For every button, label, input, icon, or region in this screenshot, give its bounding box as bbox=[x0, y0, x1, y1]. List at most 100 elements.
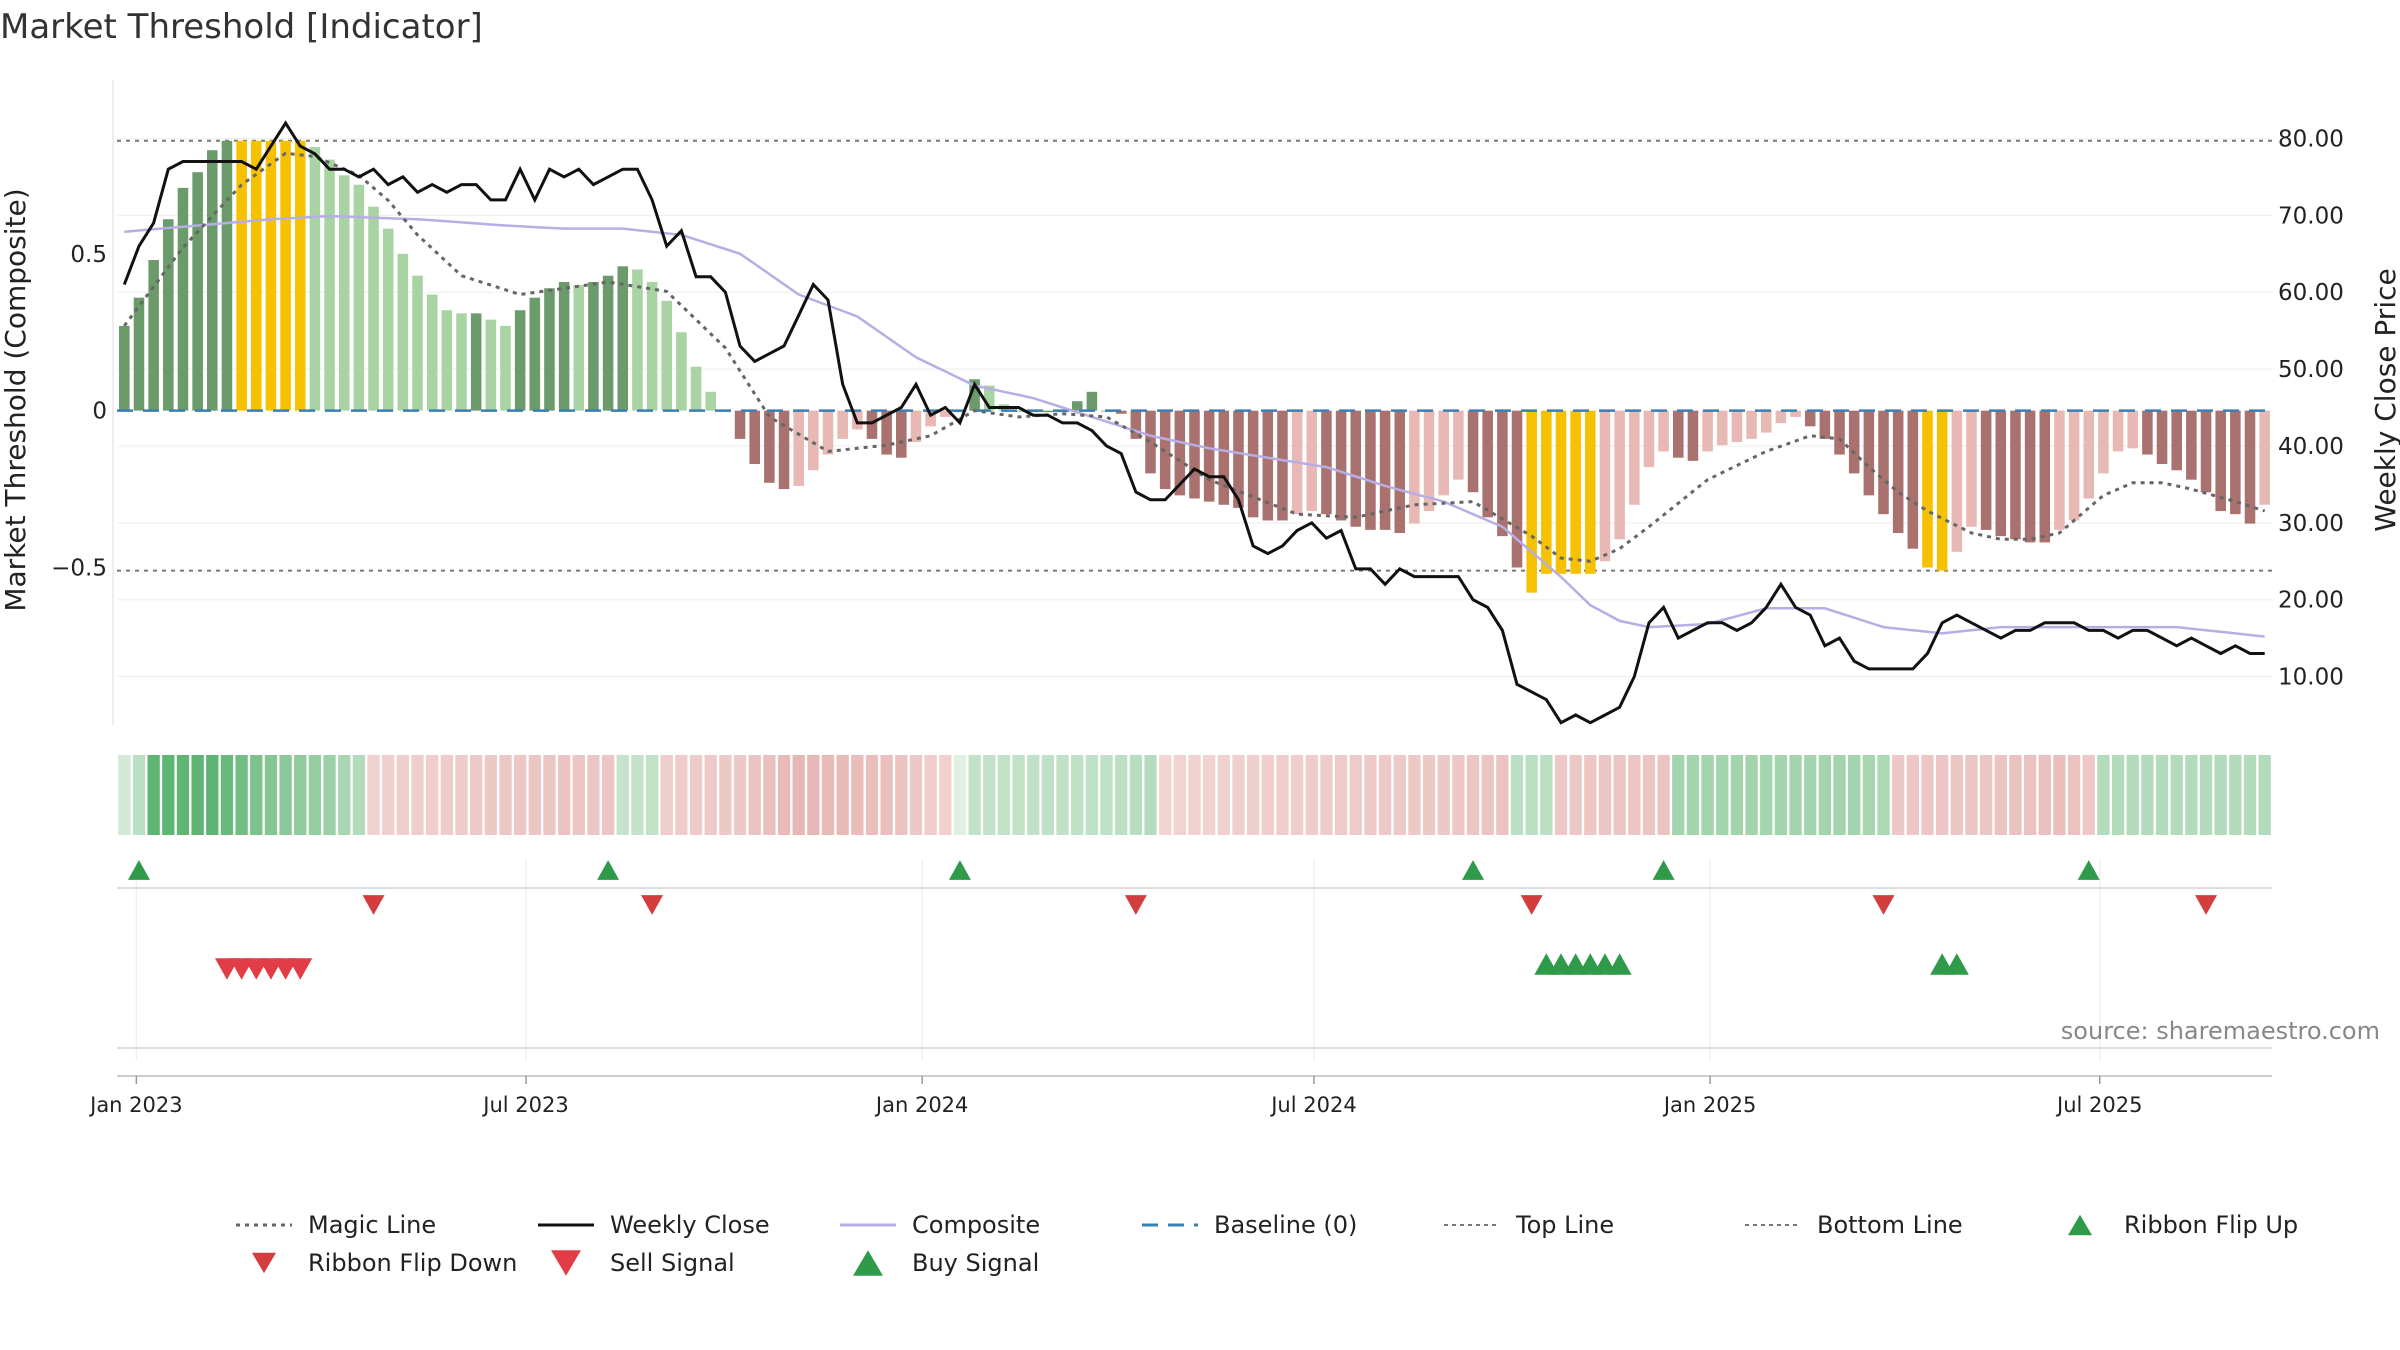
ribbon-cell bbox=[1510, 755, 1524, 835]
ribbon-cell bbox=[1965, 755, 1978, 835]
histogram-bar bbox=[1629, 410, 1640, 505]
ribbon-flip-down-marker bbox=[1872, 895, 1895, 915]
ribbon-cell bbox=[1657, 755, 1670, 835]
ribbon-cell bbox=[777, 755, 791, 835]
ribbon-cell bbox=[1100, 755, 1113, 835]
right-tick-label: 10.00 bbox=[2278, 665, 2344, 691]
left-tick-label: 0.5 bbox=[70, 242, 107, 268]
ribbon-cell bbox=[1994, 755, 2007, 835]
histogram-bar bbox=[1922, 410, 1933, 568]
ribbon-cell bbox=[2067, 755, 2081, 835]
ribbon-cell bbox=[1701, 755, 1714, 835]
ribbon-cell bbox=[308, 755, 322, 835]
ribbon-cell bbox=[1159, 755, 1172, 835]
histogram-bar bbox=[2230, 410, 2241, 515]
legend-item: Ribbon Flip Down bbox=[252, 1249, 517, 1277]
histogram-bar bbox=[1702, 410, 1713, 452]
ribbon-cell bbox=[2038, 755, 2051, 835]
ribbon-cell bbox=[807, 755, 820, 835]
ribbon-cell bbox=[2170, 755, 2183, 835]
ribbon-cell bbox=[1848, 755, 1861, 835]
ribbon-cell bbox=[704, 755, 717, 835]
histogram-bar bbox=[837, 410, 848, 439]
histogram-bar bbox=[177, 187, 189, 411]
ribbon-flip-up-marker bbox=[1462, 860, 1485, 880]
ribbon-cell bbox=[1041, 755, 1055, 835]
histogram-bar bbox=[2171, 410, 2182, 471]
histogram-bar bbox=[397, 253, 409, 411]
composite-line bbox=[124, 214, 2265, 638]
histogram-bar bbox=[163, 219, 174, 411]
ribbon-cell bbox=[1789, 755, 1802, 835]
ribbon-cell bbox=[279, 755, 292, 835]
histogram-bar bbox=[705, 391, 717, 411]
ribbon-cell bbox=[968, 755, 981, 835]
ribbon-cell bbox=[983, 755, 996, 835]
ribbon-cell bbox=[528, 755, 541, 835]
histogram-bar bbox=[1277, 410, 1288, 521]
ribbon-cell bbox=[1173, 755, 1186, 835]
histogram-bar bbox=[544, 288, 555, 411]
histogram-bar bbox=[456, 313, 467, 411]
buy-signal-marker bbox=[1607, 953, 1632, 975]
histogram-bar bbox=[500, 325, 511, 411]
legend-label: Bottom Line bbox=[1817, 1211, 1963, 1239]
histogram-bar bbox=[1511, 410, 1523, 568]
histogram-bar bbox=[1687, 410, 1699, 461]
ribbon-cell bbox=[1232, 755, 1245, 835]
legend-item: Buy Signal bbox=[853, 1249, 1039, 1277]
legend-item: Top Line bbox=[1444, 1211, 1614, 1239]
histogram-bar bbox=[793, 410, 804, 486]
ribbon-cell bbox=[1305, 755, 1318, 835]
ribbon-cell bbox=[2126, 755, 2139, 835]
chart-title: Market Threshold [Indicator] bbox=[0, 7, 483, 47]
ribbon-cell bbox=[543, 755, 556, 835]
ribbon-cell bbox=[1569, 755, 1582, 835]
ribbon-cell bbox=[880, 755, 893, 835]
ribbon-cell bbox=[1540, 755, 1553, 835]
ribbon-cell bbox=[1217, 755, 1230, 835]
histogram-bar bbox=[632, 269, 643, 411]
right-tick-label: 20.00 bbox=[2278, 588, 2344, 614]
histogram-bar bbox=[690, 366, 702, 411]
histogram-bar bbox=[265, 140, 277, 411]
histogram-bar bbox=[2127, 410, 2139, 449]
histogram-bar bbox=[2186, 410, 2197, 480]
histogram-bar bbox=[119, 325, 130, 411]
ribbon-cell bbox=[162, 755, 175, 835]
histogram-bar bbox=[2068, 410, 2080, 521]
histogram-bar bbox=[1775, 410, 1787, 424]
histogram-bar bbox=[1731, 410, 1743, 443]
legend-item: Magic Line bbox=[236, 1211, 436, 1239]
ribbon-cell bbox=[2258, 755, 2271, 835]
histogram-bar bbox=[353, 184, 365, 411]
histogram-bar bbox=[2259, 410, 2270, 505]
ribbon-cell bbox=[895, 755, 908, 835]
ribbon-cell bbox=[616, 755, 629, 835]
legend-swatch bbox=[853, 1250, 883, 1276]
histogram-bar bbox=[1526, 410, 1537, 593]
ribbon-flip-up-marker bbox=[127, 860, 150, 880]
ribbon-cell bbox=[484, 755, 497, 835]
histogram-bar bbox=[1013, 410, 1024, 413]
ribbon-cell bbox=[1115, 755, 1128, 835]
ribbon-cell bbox=[1906, 755, 1919, 835]
histogram-bar bbox=[1335, 410, 1347, 521]
legend-label: Buy Signal bbox=[912, 1249, 1039, 1277]
ribbon-cell bbox=[352, 755, 366, 835]
legend-label: Composite bbox=[912, 1211, 1040, 1239]
ribbon-cell bbox=[176, 755, 190, 835]
histogram-bar bbox=[426, 294, 438, 411]
ribbon-cell bbox=[1921, 755, 1934, 835]
histogram-bar bbox=[1555, 410, 1567, 574]
ribbon-cell bbox=[470, 755, 483, 835]
histogram-bar bbox=[192, 172, 203, 411]
legend-item: Bottom Line bbox=[1745, 1211, 1963, 1239]
right-tick-label: 80.00 bbox=[2278, 126, 2344, 152]
histogram-bar bbox=[2244, 410, 2256, 524]
histogram-bar bbox=[1599, 410, 1611, 562]
histogram-bar bbox=[734, 410, 746, 439]
ribbon-cell bbox=[220, 755, 234, 835]
ribbon-cell bbox=[689, 755, 703, 835]
ribbon-cell bbox=[939, 755, 952, 835]
